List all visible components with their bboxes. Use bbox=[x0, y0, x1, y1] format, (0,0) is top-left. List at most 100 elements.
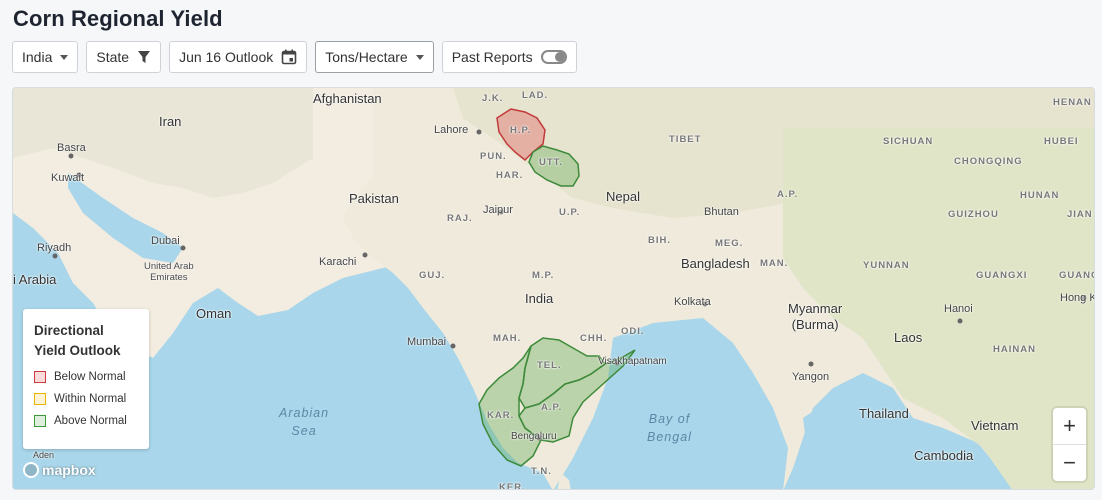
label-jiangxi: JIAN bbox=[1067, 209, 1093, 220]
country-label: India bbox=[22, 49, 53, 65]
label-state-chh: CHH. bbox=[580, 333, 608, 344]
basemap bbox=[13, 88, 1094, 489]
level-filter-button[interactable]: State bbox=[86, 41, 162, 73]
label-yangon: Yangon bbox=[792, 371, 830, 383]
mapbox-logo[interactable]: mapbox bbox=[23, 462, 96, 478]
city-dot-yangon bbox=[808, 361, 814, 367]
label-karachi: Karachi bbox=[319, 256, 357, 268]
sri-lanka bbox=[557, 473, 571, 489]
label-guangxi: GUANGXI bbox=[976, 270, 1028, 281]
label-yunnan: YUNNAN bbox=[863, 260, 910, 271]
label-kuwait: Kuwait bbox=[51, 172, 85, 184]
legend-label: Within Normal bbox=[54, 393, 127, 405]
label-state-jk: J.K. bbox=[482, 93, 504, 104]
mapbox-wordmark: mapbox bbox=[42, 462, 96, 478]
legend-label: Below Normal bbox=[54, 371, 126, 383]
label-aden: Aden bbox=[33, 450, 55, 460]
label-mumbai: Mumbai bbox=[407, 336, 447, 348]
label-basra: Basra bbox=[57, 142, 86, 154]
mapbox-icon bbox=[23, 462, 39, 478]
label-henan: HENAN bbox=[1053, 97, 1092, 108]
legend-title-line1: Directional bbox=[34, 323, 104, 338]
legend-label: Above Normal bbox=[54, 415, 127, 427]
label-state-mah: MAH. bbox=[493, 333, 522, 344]
zoom-controls: + − bbox=[1053, 408, 1086, 481]
label-hanoi: Hanoi bbox=[944, 303, 973, 315]
label-afghanistan: Afghanistan bbox=[313, 91, 382, 106]
gulf-thailand bbox=[893, 458, 972, 489]
label-chongqing: CHONGQING bbox=[954, 156, 1023, 167]
city-dot-karachi bbox=[362, 252, 368, 258]
label-bangladesh: Bangladesh bbox=[681, 256, 750, 271]
city-dot-riyadh bbox=[52, 253, 58, 259]
label-state-raj: RAJ. bbox=[447, 213, 473, 224]
level-label: State bbox=[96, 49, 130, 65]
label-india: India bbox=[525, 291, 554, 306]
label-pakistan: Pakistan bbox=[349, 191, 399, 206]
city-dot-hongkong bbox=[1081, 295, 1087, 301]
caret-down-icon bbox=[415, 54, 424, 60]
label-vietnam: Vietnam bbox=[971, 418, 1019, 433]
label-nepal: Nepal bbox=[606, 189, 640, 204]
label-bhutan: Bhutan bbox=[704, 206, 739, 218]
label-lahore: Lahore bbox=[434, 124, 469, 136]
legend-title-line2: Yield Outlook bbox=[34, 343, 121, 358]
label-bay-of-bengal: Bay of Bengal bbox=[647, 412, 692, 444]
zoom-in-button[interactable]: + bbox=[1053, 408, 1086, 445]
label-cambodia: Cambodia bbox=[914, 448, 974, 463]
gulf bbox=[68, 173, 183, 263]
label-state-ap-ne: A.P. bbox=[777, 189, 799, 200]
label-state-utt: UTT. bbox=[539, 157, 564, 168]
unit-label: Tons/Hectare bbox=[325, 49, 408, 65]
region-kar-above-normal bbox=[478, 345, 542, 467]
city-dot-jaipur bbox=[498, 209, 504, 215]
label-state-tn: T.N. bbox=[531, 466, 552, 477]
city-dot-kuwait bbox=[76, 172, 82, 178]
label-riyadh: Riyadh bbox=[37, 242, 72, 254]
legend-item-above-normal: Above Normal bbox=[34, 415, 138, 427]
zoom-out-button[interactable]: − bbox=[1063, 450, 1076, 475]
city-dot-kolkata bbox=[702, 301, 708, 307]
land-iran bbox=[13, 88, 313, 198]
label-hainan: HAINAN bbox=[993, 344, 1036, 355]
label-state-hp: H.P. bbox=[510, 125, 532, 136]
label-state-pun: PUN. bbox=[480, 151, 507, 162]
city-dot-visakhapatnam bbox=[614, 360, 620, 366]
city-dot-dubai bbox=[180, 245, 186, 251]
label-state-ker: KER. bbox=[499, 482, 526, 490]
city-dot-mumbai bbox=[450, 343, 456, 349]
legend: Directional Yield Outlook Below Normal W… bbox=[23, 309, 149, 449]
toggle-switch[interactable] bbox=[540, 50, 567, 64]
label-state-tel: TEL. bbox=[537, 360, 562, 371]
label-myanmar: Myanmar (Burma) bbox=[788, 301, 843, 332]
past-reports-toggle[interactable]: Past Reports bbox=[441, 41, 577, 73]
calendar-icon bbox=[281, 49, 297, 65]
label-guizhou: GUIZHOU bbox=[948, 209, 999, 220]
label-saudi-arabia: i Arabia bbox=[13, 272, 57, 287]
label-state-mp: M.P. bbox=[532, 270, 555, 281]
label-hunan: HUNAN bbox=[1020, 190, 1060, 201]
label-state-lad: LAD. bbox=[522, 90, 549, 101]
andaman-sea bbox=[803, 388, 893, 489]
label-bengaluru: Bengaluru bbox=[511, 431, 557, 442]
label-iran: Iran bbox=[159, 114, 182, 129]
outlook-label: Jun 16 Outlook bbox=[179, 49, 274, 65]
unit-dropdown[interactable]: Tons/Hectare bbox=[315, 41, 434, 73]
label-state-meg: MEG. bbox=[715, 238, 744, 249]
land-himalaya bbox=[453, 88, 1094, 218]
city-dot-basra bbox=[68, 153, 74, 159]
outlook-date-picker[interactable]: Jun 16 Outlook bbox=[169, 41, 308, 73]
country-dropdown[interactable]: India bbox=[12, 41, 79, 73]
swatch-below-normal bbox=[34, 371, 46, 383]
label-uae: United Arab Emirates bbox=[144, 261, 194, 283]
label-dubai: Dubai bbox=[151, 235, 180, 247]
label-state-ap: A.P. bbox=[541, 402, 563, 413]
label-hong-kong: Hong Ke bbox=[1060, 292, 1094, 304]
label-hubei: HUBEI bbox=[1044, 136, 1079, 147]
caret-down-icon bbox=[60, 54, 69, 60]
yield-map[interactable]: Afghanistan Iran Basra Kuwait Lahore Pak… bbox=[12, 87, 1095, 490]
label-jaipur: Jaipur bbox=[483, 204, 513, 216]
green-tint-se bbox=[783, 128, 1094, 489]
label-state-har: HAR. bbox=[496, 170, 524, 181]
label-arabian-sea: Arabian Sea bbox=[279, 406, 330, 438]
